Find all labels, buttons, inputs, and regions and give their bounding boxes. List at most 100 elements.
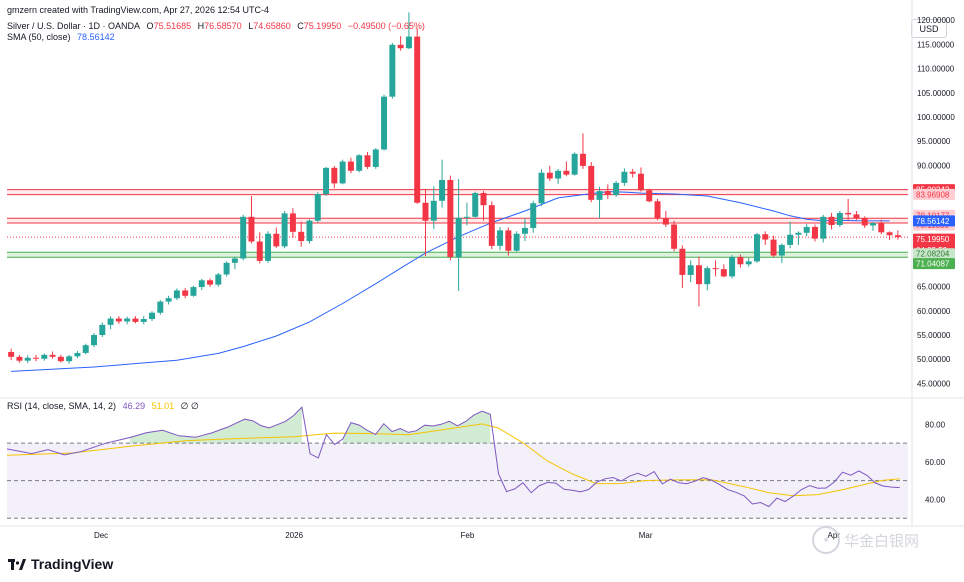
candle[interactable] — [637, 167, 644, 192]
candle[interactable] — [845, 198, 852, 221]
candle[interactable] — [430, 186, 437, 229]
candle[interactable] — [397, 36, 404, 51]
candle[interactable] — [273, 227, 280, 248]
rsi-ma-line[interactable] — [6, 423, 900, 497]
candle[interactable] — [812, 224, 818, 242]
candle[interactable] — [33, 354, 39, 362]
candle[interactable] — [588, 162, 595, 203]
candle[interactable] — [836, 210, 843, 227]
candle[interactable] — [604, 184, 611, 199]
candle[interactable] — [439, 159, 446, 208]
candle[interactable] — [323, 166, 330, 196]
candle[interactable] — [828, 212, 835, 230]
candle[interactable] — [41, 353, 48, 361]
candle[interactable] — [729, 255, 736, 279]
candle[interactable] — [654, 198, 661, 221]
candle[interactable] — [704, 266, 711, 291]
candle[interactable] — [571, 152, 578, 176]
candle[interactable] — [646, 188, 653, 203]
candle[interactable] — [157, 300, 164, 315]
candle[interactable] — [505, 227, 512, 256]
candle[interactable] — [596, 186, 603, 219]
candle[interactable] — [753, 232, 760, 263]
candle[interactable] — [787, 221, 794, 249]
candle[interactable] — [364, 151, 371, 169]
candle[interactable] — [173, 288, 180, 301]
candle[interactable] — [339, 159, 346, 185]
candle[interactable] — [803, 224, 810, 237]
candle[interactable] — [778, 243, 785, 263]
candle[interactable] — [853, 210, 860, 221]
candle[interactable] — [662, 210, 669, 227]
currency-selector[interactable]: USD — [911, 19, 947, 38]
candle[interactable] — [99, 322, 106, 337]
candle[interactable] — [613, 180, 620, 197]
candle[interactable] — [463, 202, 470, 226]
candle[interactable] — [306, 219, 313, 244]
candle[interactable] — [712, 260, 719, 277]
candle[interactable] — [795, 231, 802, 245]
candle[interactable] — [720, 264, 727, 278]
candle[interactable] — [687, 260, 694, 283]
candle[interactable] — [8, 348, 15, 361]
candle[interactable] — [16, 354, 23, 363]
candle[interactable] — [695, 256, 702, 307]
candle[interactable] — [231, 256, 238, 270]
candle[interactable] — [563, 161, 570, 177]
candle[interactable] — [530, 200, 537, 233]
candle[interactable] — [240, 214, 247, 261]
candle[interactable] — [223, 261, 230, 277]
candle[interactable] — [298, 221, 305, 247]
candle[interactable] — [140, 316, 147, 325]
candle[interactable] — [91, 333, 97, 348]
candle[interactable] — [546, 165, 553, 181]
candle[interactable] — [886, 231, 893, 241]
tradingview-logo[interactable]: TradingView — [8, 556, 113, 572]
candle[interactable] — [513, 231, 520, 252]
candle[interactable] — [124, 316, 131, 325]
candle[interactable] — [555, 168, 562, 184]
candle[interactable] — [107, 316, 114, 330]
candle[interactable] — [57, 354, 64, 363]
candle[interactable] — [372, 148, 379, 169]
candle[interactable] — [629, 168, 636, 178]
candle[interactable] — [132, 316, 139, 324]
candle[interactable] — [281, 210, 288, 249]
candle[interactable] — [538, 169, 545, 207]
candle[interactable] — [579, 133, 586, 169]
candle[interactable] — [314, 192, 321, 223]
candle[interactable] — [745, 257, 752, 267]
candle[interactable] — [24, 355, 31, 364]
candle[interactable] — [207, 278, 214, 288]
candle[interactable] — [455, 179, 462, 291]
candle[interactable] — [190, 285, 197, 297]
candle[interactable] — [256, 232, 263, 264]
rsi-line[interactable] — [6, 406, 900, 508]
candle[interactable] — [265, 231, 272, 263]
candle[interactable] — [389, 42, 396, 99]
candle[interactable] — [770, 235, 777, 258]
candle[interactable] — [679, 245, 686, 289]
sma-legend[interactable]: SMA (50, close) 78.56142 — [7, 32, 115, 42]
candle[interactable] — [422, 188, 429, 257]
sma-line[interactable] — [11, 191, 890, 372]
candle[interactable] — [737, 254, 744, 268]
candle[interactable] — [488, 201, 495, 250]
candle[interactable] — [878, 219, 885, 235]
rsi-legend[interactable]: RSI (14, close, SMA, 14, 2) 46.29 51.01 … — [7, 401, 199, 412]
candle[interactable] — [820, 214, 827, 243]
candle[interactable] — [331, 165, 338, 189]
candle[interactable] — [447, 175, 454, 261]
candle[interactable] — [49, 351, 56, 359]
candle[interactable] — [356, 154, 363, 173]
candle[interactable] — [115, 316, 122, 324]
candle[interactable] — [165, 295, 172, 305]
candle[interactable] — [198, 278, 205, 290]
candle[interactable] — [182, 288, 189, 299]
candle[interactable] — [381, 94, 388, 151]
candle[interactable] — [480, 191, 487, 221]
candle[interactable] — [405, 12, 412, 50]
candle[interactable] — [347, 157, 354, 174]
candle[interactable] — [74, 351, 81, 359]
